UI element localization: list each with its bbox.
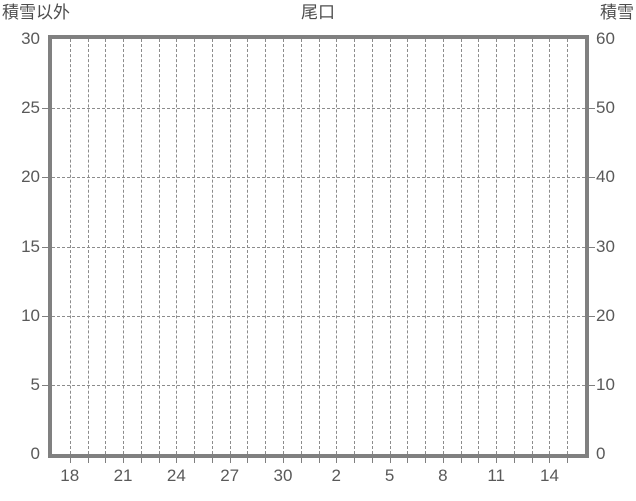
x-axis-tick-mark bbox=[158, 458, 160, 463]
y-axis-left-tick-mark bbox=[42, 384, 48, 386]
x-axis-tick-label: 18 bbox=[60, 466, 80, 485]
y-axis-right-tick-label: 30 bbox=[596, 236, 615, 256]
x-axis-tick-label: 21 bbox=[113, 466, 133, 485]
y-axis-left-tick-label: 10 bbox=[21, 305, 40, 325]
chart-title: 尾口 bbox=[301, 3, 335, 22]
x-axis-tick-mark bbox=[478, 458, 480, 463]
x-axis-tick-mark bbox=[265, 458, 267, 463]
y-axis-left-tick-label: 30 bbox=[21, 29, 40, 48]
x-axis-tick-mark bbox=[105, 458, 107, 463]
y-axis-right-tick-label: 20 bbox=[596, 305, 615, 325]
y-axis-right-tick-mark bbox=[589, 177, 595, 179]
x-axis-tick-mark bbox=[460, 458, 462, 463]
x-axis-tick-mark bbox=[140, 458, 142, 463]
x-axis-tick-mark bbox=[282, 458, 284, 463]
y-axis-right-tick-label: 10 bbox=[596, 374, 615, 394]
x-axis-tick-mark bbox=[389, 458, 391, 463]
x-axis-tick-mark bbox=[123, 458, 125, 463]
plot-area bbox=[48, 35, 589, 458]
left-axis-title: 積雪以外 bbox=[2, 3, 70, 22]
x-axis-tick-mark bbox=[247, 458, 249, 463]
x-axis-tick-mark bbox=[229, 458, 231, 463]
x-axis-tick-mark bbox=[336, 458, 338, 463]
y-axis-left-tick-mark bbox=[42, 315, 48, 317]
x-axis-tick-mark bbox=[549, 458, 551, 463]
y-axis-right-tick-mark bbox=[589, 315, 595, 317]
y-axis-right-tick-label: 40 bbox=[596, 167, 615, 187]
x-axis-tick-mark bbox=[425, 458, 427, 463]
x-axis-tick-mark bbox=[531, 458, 533, 463]
y-axis-right-tick-label: 0 bbox=[596, 444, 606, 463]
horizontal-gridline bbox=[52, 108, 585, 110]
y-axis-right-tick-mark bbox=[589, 108, 595, 110]
right-axis-title: 積雪 bbox=[600, 3, 634, 22]
y-axis-right-tick-label: 60 bbox=[596, 29, 615, 48]
x-axis-tick-label: 2 bbox=[331, 466, 341, 485]
horizontal-gridline bbox=[52, 246, 585, 248]
x-axis-tick-mark bbox=[567, 458, 569, 463]
y-axis-right-tick-mark bbox=[589, 246, 595, 248]
x-axis-tick-mark bbox=[442, 458, 444, 463]
horizontal-gridline bbox=[52, 315, 585, 317]
y-axis-left-tick-mark bbox=[42, 108, 48, 110]
x-axis-tick-mark bbox=[69, 458, 71, 463]
y-axis-left-tick-mark bbox=[42, 177, 48, 179]
y-axis-left-tick-label: 20 bbox=[21, 167, 40, 187]
x-axis-tick-mark bbox=[371, 458, 373, 463]
x-axis-tick-mark bbox=[194, 458, 196, 463]
y-axis-left-tick-label: 5 bbox=[30, 374, 40, 394]
x-axis-tick-mark bbox=[176, 458, 178, 463]
x-axis-tick-mark bbox=[407, 458, 409, 463]
x-axis-tick-mark bbox=[211, 458, 213, 463]
horizontal-gridline bbox=[52, 177, 585, 179]
x-axis-tick-mark bbox=[496, 458, 498, 463]
x-axis-tick-mark bbox=[300, 458, 302, 463]
y-axis-right-tick-mark bbox=[589, 384, 595, 386]
x-axis-tick-mark bbox=[513, 458, 515, 463]
horizontal-gridline bbox=[52, 384, 585, 386]
y-axis-right-tick-label: 50 bbox=[596, 98, 615, 118]
x-axis-tick-mark bbox=[87, 458, 89, 463]
y-axis-left-tick-mark bbox=[42, 246, 48, 248]
x-axis-tick-label: 30 bbox=[273, 466, 293, 485]
x-axis-tick-label: 8 bbox=[438, 466, 448, 485]
y-axis-left-tick-label: 0 bbox=[30, 444, 40, 463]
x-axis-tick-label: 5 bbox=[384, 466, 395, 485]
x-axis-tick-mark bbox=[318, 458, 320, 463]
x-axis-tick-label: 27 bbox=[220, 466, 240, 485]
x-axis-tick-label: 11 bbox=[487, 466, 505, 485]
plot-grid-container bbox=[52, 39, 585, 454]
y-axis-left-tick-label: 25 bbox=[21, 98, 40, 118]
y-axis-left-tick-label: 15 bbox=[21, 236, 40, 256]
x-axis-tick-mark bbox=[354, 458, 356, 463]
x-axis-tick-label: 14 bbox=[540, 466, 559, 485]
x-axis-tick-label: 24 bbox=[166, 466, 186, 485]
